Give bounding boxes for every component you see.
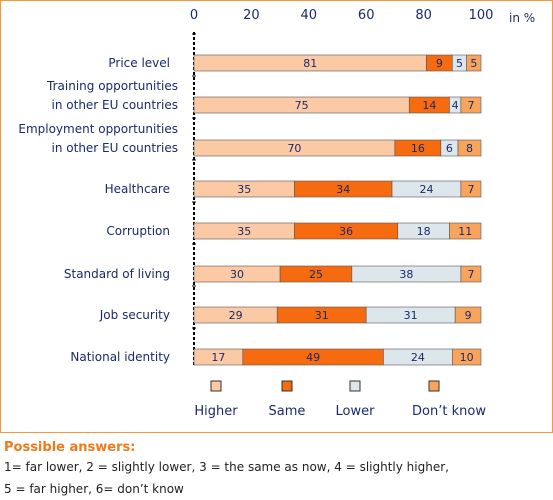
data-label: 30 — [230, 268, 244, 281]
data-label: 7 — [467, 183, 474, 196]
data-label: 36 — [339, 225, 353, 238]
data-label: 81 — [303, 57, 317, 70]
data-label: 7 — [467, 99, 474, 112]
category-label: Job security — [99, 308, 170, 322]
data-label: 18 — [417, 225, 431, 238]
category-label: in other EU countries — [52, 141, 178, 155]
category-label: Healthcare — [105, 182, 170, 196]
bar-segment-don-t-know — [466, 54, 482, 72]
data-label: 14 — [422, 99, 436, 112]
data-label: 6 — [446, 142, 453, 155]
data-label: 31 — [315, 309, 329, 322]
data-label: 10 — [460, 351, 474, 364]
data-label: 75 — [295, 99, 309, 112]
data-label: 16 — [411, 142, 425, 155]
possible-answers-line-2: 5 = far higher, 6= don’t know — [4, 482, 184, 496]
data-label: 9 — [465, 309, 472, 322]
x-tick-label: 100 — [469, 8, 494, 23]
x-tick-label: 20 — [243, 8, 260, 23]
bar-segment-don-t-know — [460, 265, 482, 283]
legend-swatch — [281, 380, 293, 392]
data-label: 34 — [336, 183, 350, 196]
data-label: 9 — [436, 57, 443, 70]
data-label: 38 — [399, 268, 413, 281]
stacked-bar-chart: 0 20 40 60 80 100 in % Price level Training oppo… — [18, 8, 535, 419]
bar-segment-don-t-know — [460, 96, 482, 114]
x-tick-label: 80 — [415, 8, 432, 23]
data-label: 31 — [404, 309, 418, 322]
data-label: 29 — [229, 309, 243, 322]
data-label: 11 — [458, 225, 472, 238]
data-label: 5 — [456, 57, 463, 70]
category-label: Employment opportunities — [18, 122, 178, 136]
x-tick-label: 0 — [190, 8, 198, 23]
data-label: 24 — [411, 351, 425, 364]
legend-swatch — [428, 380, 440, 392]
data-label: 49 — [306, 351, 320, 364]
data-label: 35 — [237, 225, 251, 238]
legend-label: Higher — [194, 404, 238, 419]
category-label: Corruption — [106, 224, 170, 238]
x-tick-label: 60 — [358, 8, 375, 23]
legend-swatch — [210, 380, 222, 392]
bar-segment-don-t-know — [449, 222, 482, 240]
category-label: National identity — [70, 350, 170, 364]
bar-segment-don-t-know — [457, 139, 482, 157]
possible-answers-line-1: 1= far lower, 2 = slightly lower, 3 = th… — [4, 460, 449, 474]
data-label: 24 — [419, 183, 433, 196]
category-label: Standard of living — [64, 267, 170, 281]
bar-segment-don-t-know — [454, 306, 482, 324]
unit-label: in % — [509, 11, 535, 25]
data-label: 5 — [470, 57, 477, 70]
data-label: 7 — [467, 268, 474, 281]
data-label: 17 — [211, 351, 225, 364]
legend-label: Lower — [336, 404, 376, 419]
bar-segment-don-t-know — [451, 348, 482, 366]
x-tick-label: 40 — [301, 8, 318, 23]
category-label: Training opportunities — [46, 79, 178, 93]
legend-label: Don’t know — [412, 404, 486, 419]
category-label: Price level — [108, 56, 170, 70]
data-label: 25 — [309, 268, 323, 281]
bar-segment-don-t-know — [460, 180, 482, 198]
data-label: 4 — [452, 99, 459, 112]
category-label: in other EU countries — [52, 98, 178, 112]
data-label: 35 — [237, 183, 251, 196]
legend-label: Same — [269, 404, 306, 419]
data-label: 8 — [466, 142, 473, 155]
possible-answers-title: Possible answers: — [4, 440, 136, 455]
data-label: 70 — [287, 142, 301, 155]
legend-swatch — [349, 380, 361, 392]
